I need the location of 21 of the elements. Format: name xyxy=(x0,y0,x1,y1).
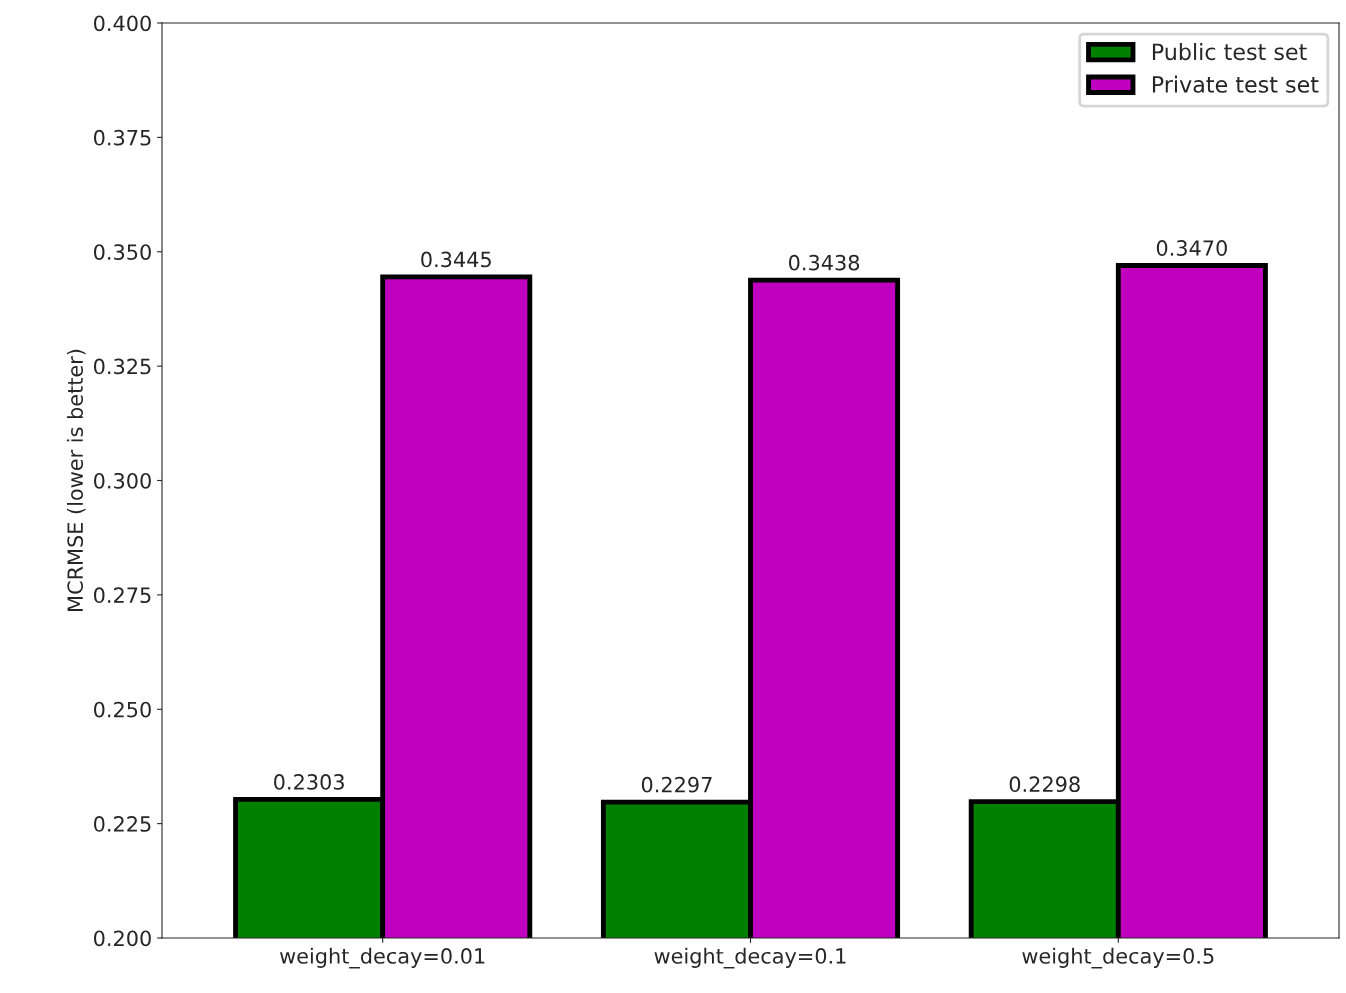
y-tick-label: 0.400 xyxy=(94,15,151,32)
y-tick-label: 0.350 xyxy=(94,244,151,260)
legend-label: Private test set xyxy=(1152,75,1319,93)
data-label: 0.3470 xyxy=(1156,240,1227,256)
y-tick-label: 0.250 xyxy=(94,701,151,718)
y-tick-label: 0.375 xyxy=(94,129,151,146)
legend-label: Public test set xyxy=(1152,43,1307,61)
data-label: 0.2297 xyxy=(641,776,712,793)
x-tick-label: weight_decay=0.01 xyxy=(280,947,485,969)
y-tick-label: 0.300 xyxy=(94,472,151,489)
data-label: 0.2298 xyxy=(1009,776,1080,793)
data-label: 0.3445 xyxy=(421,251,491,268)
data-label: 0.2303 xyxy=(274,774,344,790)
x-tick-label: weight_decay=0.5 xyxy=(1022,947,1214,969)
x-tick-label: weight_decay=0.1 xyxy=(654,947,846,969)
y-tick-label: 0.325 xyxy=(94,358,151,375)
y-tick-label: 0.225 xyxy=(94,816,151,832)
data-label: 0.3438 xyxy=(788,254,860,271)
y-tick-label: 0.200 xyxy=(94,930,151,947)
y-tick-label: 0.275 xyxy=(94,587,151,604)
y-axis-title: MCRMSE (lower is better) xyxy=(66,349,86,611)
